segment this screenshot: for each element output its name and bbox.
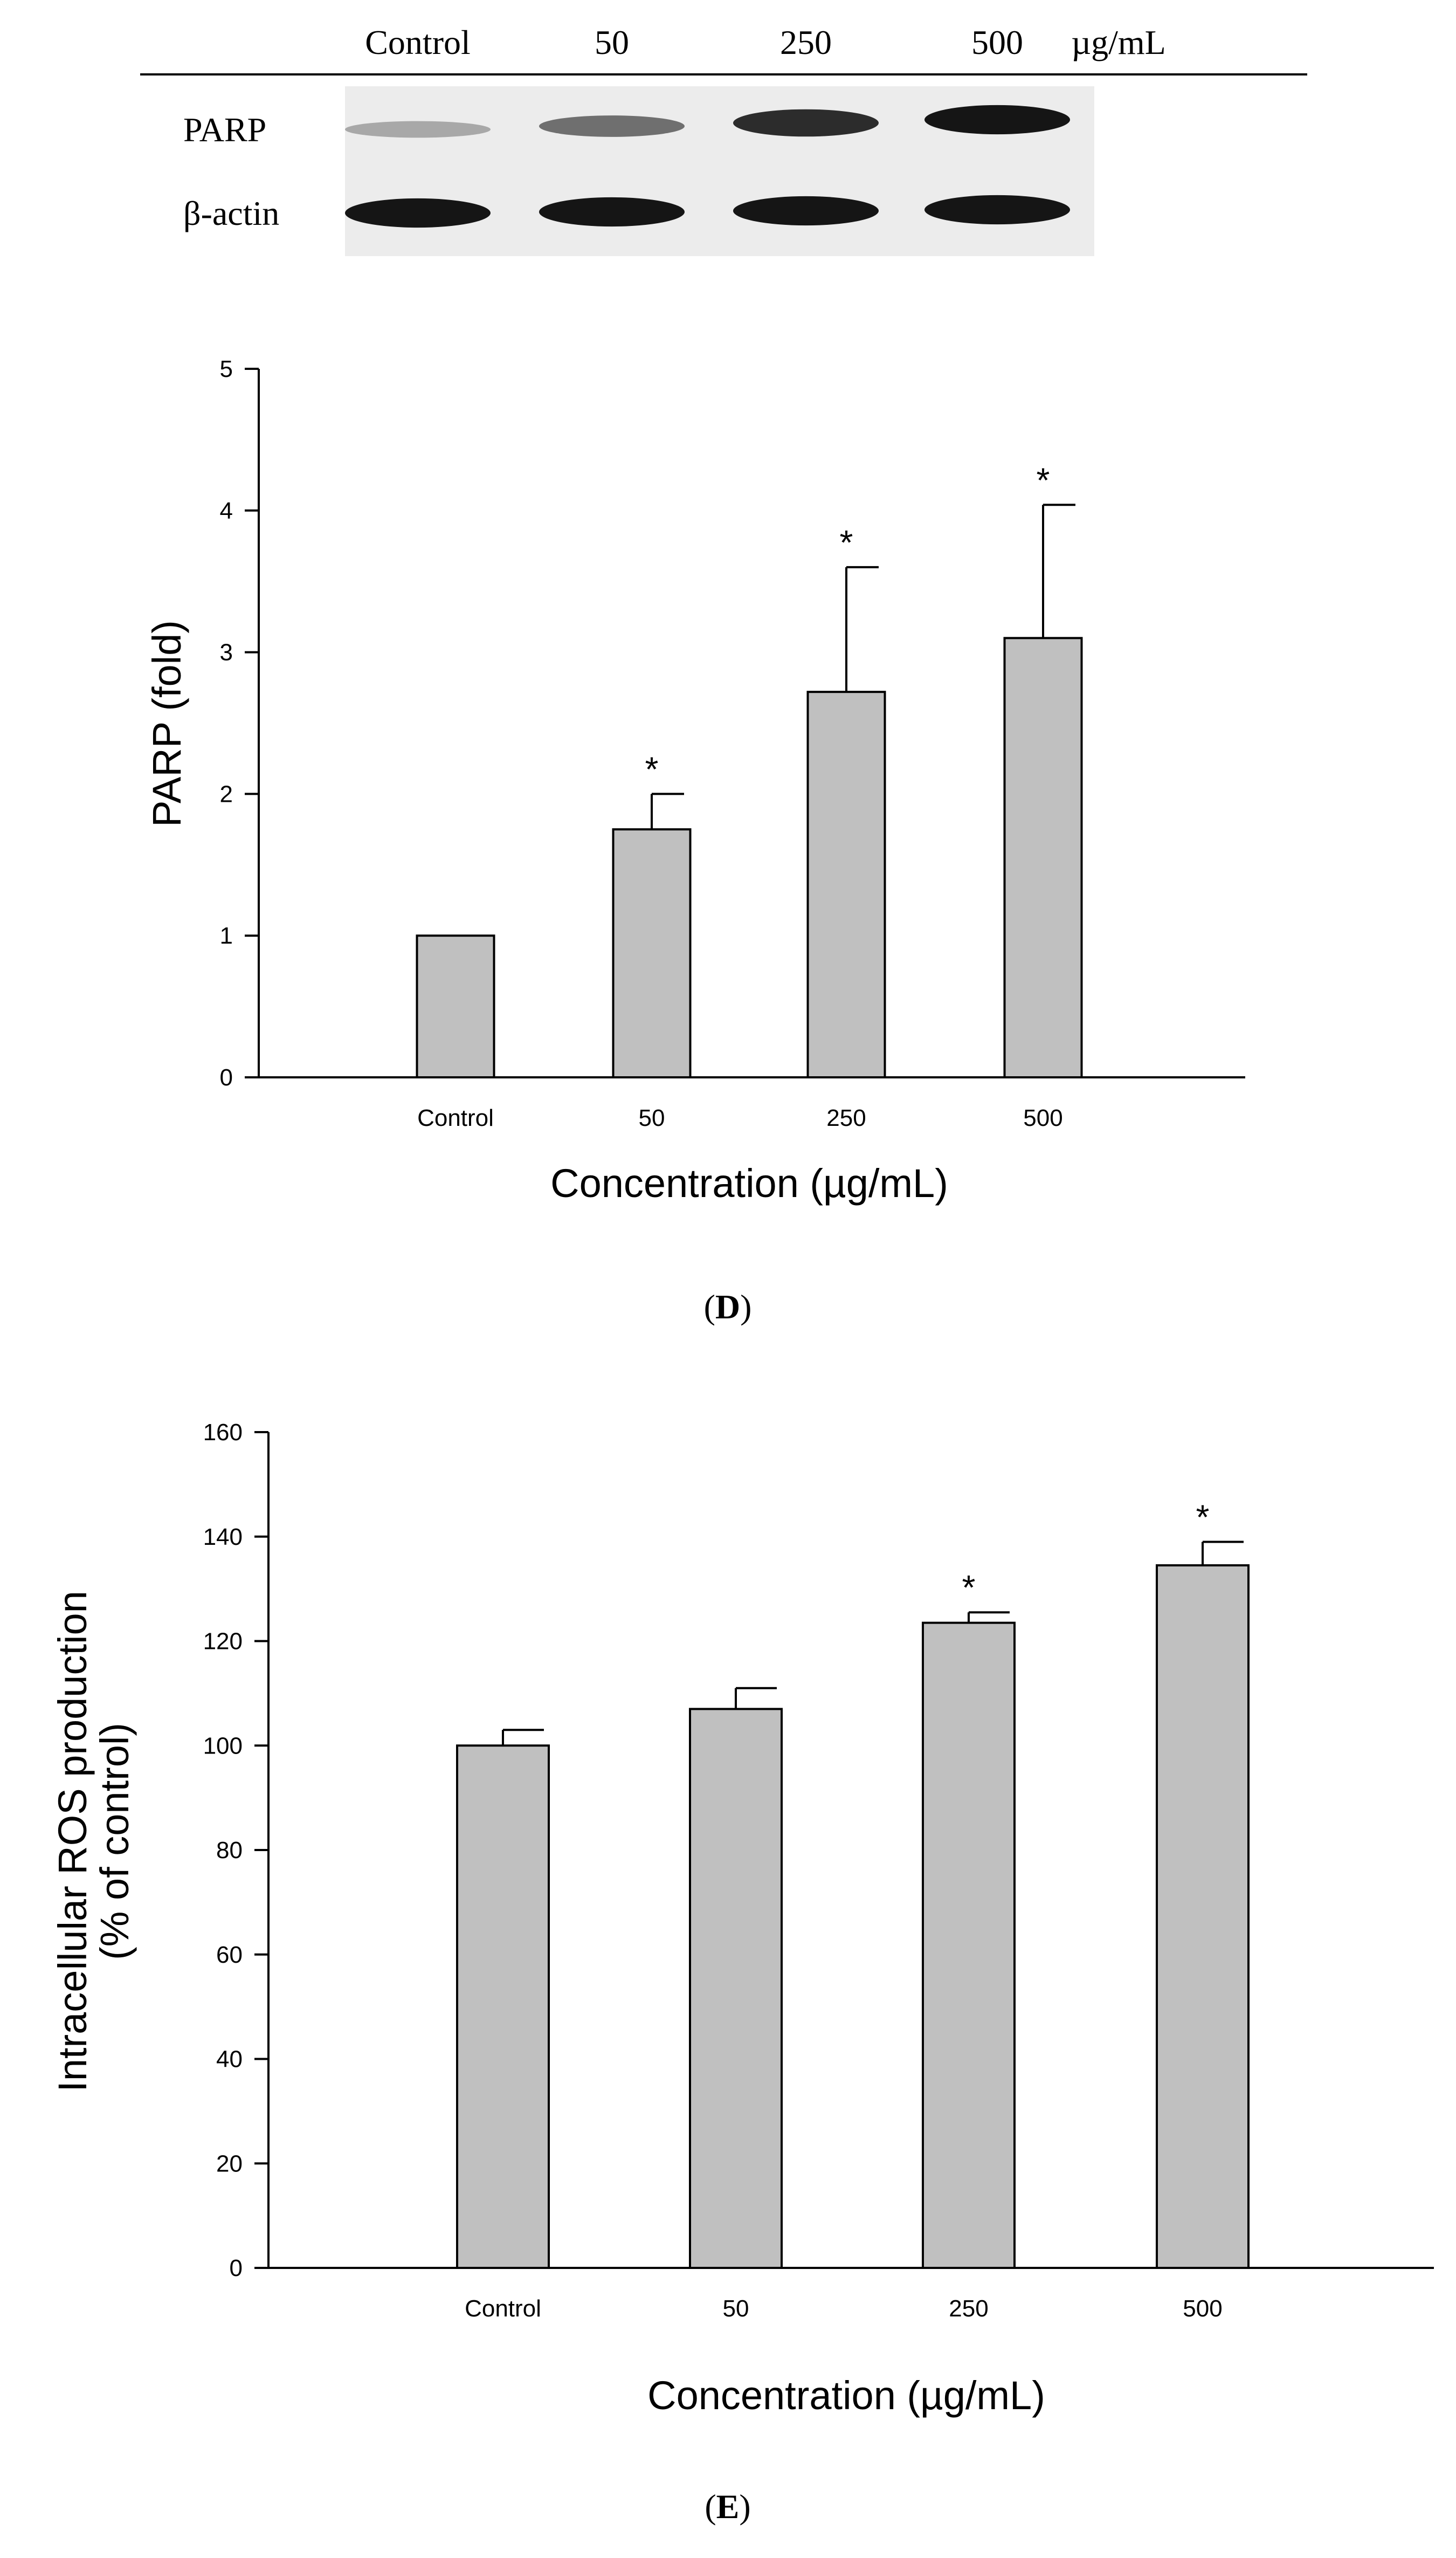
blot-band: [345, 198, 491, 228]
chart-panel-d: 0 1 2 3 4 5 Control * 50 * 250 * 500 Concentration (µ…: [144, 356, 1245, 1206]
x-tick-label: 50: [639, 1105, 665, 1131]
x-axis-title: Concentration (µg/mL): [647, 2373, 1045, 2418]
blot-lane-label: 250: [780, 23, 832, 61]
western-blot: Control 50 250 500 µg/mL PARP β-actin: [140, 23, 1307, 256]
blot-band: [924, 195, 1070, 225]
blot-row-label: PARP: [183, 111, 266, 149]
significance-marker: *: [962, 1568, 976, 1607]
y-axis-title: Intracellular ROS production: [50, 1591, 95, 2092]
bar: [1003, 637, 1083, 1078]
y-tick-label: 1: [220, 923, 233, 949]
y-tick-label: 160: [203, 1419, 243, 1446]
y-tick-label: 40: [216, 2046, 243, 2073]
significance-marker: *: [840, 523, 853, 562]
panel-d-letter: D: [715, 1288, 740, 1326]
significance-marker: *: [1196, 1497, 1210, 1536]
bar: [612, 828, 692, 1078]
y-tick-label: 80: [216, 1837, 243, 1864]
blot-band: [924, 105, 1070, 135]
x-tick-label: Control: [417, 1105, 494, 1131]
y-tick-label: 4: [220, 498, 233, 524]
x-tick-label: 250: [826, 1105, 866, 1131]
x-tick-label: 50: [723, 2295, 749, 2322]
bar: [922, 1621, 1016, 2269]
x-tick-label: 500: [1183, 2295, 1222, 2322]
x-tick-label: 250: [949, 2295, 988, 2322]
y-tick-label: 5: [220, 356, 233, 382]
y-tick-label: 2: [220, 781, 233, 807]
x-tick-label: Control: [465, 2295, 541, 2322]
blot-band: [733, 109, 879, 137]
y-tick-label: 60: [216, 1942, 243, 1968]
bar: [689, 1708, 783, 2269]
panel-e-letter: E: [716, 2487, 740, 2526]
panel-e-caption: (E): [705, 2487, 750, 2526]
blot-lane-label: 500: [971, 23, 1023, 61]
panel-d-caption: (D): [704, 1288, 752, 1326]
blot-lane-label: 50: [595, 23, 629, 61]
y-tick-label: 0: [230, 2255, 243, 2281]
significance-marker: *: [645, 749, 659, 788]
y-tick-label: 140: [203, 1524, 243, 1550]
blot-band: [345, 121, 491, 138]
y-axis-title: (% of control): [92, 1723, 137, 1960]
x-tick-label: 500: [1023, 1105, 1062, 1131]
y-axis-title: PARP (fold): [144, 620, 189, 827]
y-tick-label: 100: [203, 1732, 243, 1759]
significance-marker: *: [1037, 460, 1050, 499]
y-tick-label: 0: [220, 1064, 233, 1091]
blot-band: [539, 197, 685, 227]
y-tick-label: 20: [216, 2150, 243, 2177]
bar: [806, 691, 886, 1078]
bar: [1156, 1564, 1250, 2269]
y-tick-label: 120: [203, 1628, 243, 1655]
y-tick-label: 3: [220, 640, 233, 666]
blot-band: [539, 115, 685, 137]
blot-lane-label: Control: [365, 23, 471, 61]
bar: [456, 1744, 550, 2269]
chart-panel-e: 0 20 40 60 80 100 120 140 160 Control 50 * 250 * 500 Co…: [50, 1419, 1434, 2418]
blot-row-label: β-actin: [183, 194, 279, 232]
x-axis-title: Concentration (µg/mL): [550, 1161, 948, 1206]
blot-band: [733, 196, 879, 226]
bar: [416, 934, 495, 1078]
blot-unit-label: µg/mL: [1071, 23, 1166, 61]
